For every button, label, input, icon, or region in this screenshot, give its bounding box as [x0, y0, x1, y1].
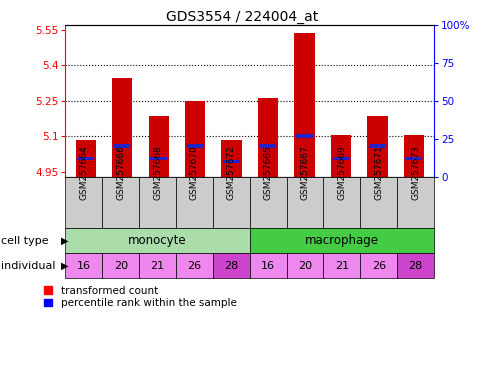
Bar [259, 144, 276, 148]
Bar [150, 157, 166, 161]
Text: GSM257666: GSM257666 [116, 145, 125, 200]
Text: macrophage: macrophage [304, 235, 378, 247]
Bar [221, 140, 241, 177]
Text: 21: 21 [334, 261, 348, 271]
Text: 28: 28 [224, 261, 238, 271]
Text: individual: individual [1, 261, 55, 271]
Text: ▶: ▶ [60, 236, 68, 246]
Bar [368, 144, 385, 148]
Text: 21: 21 [150, 261, 165, 271]
Text: GSM257670: GSM257670 [190, 145, 198, 200]
Bar [112, 78, 132, 177]
Bar [76, 140, 95, 177]
Text: cell type: cell type [1, 236, 48, 246]
Text: 26: 26 [187, 261, 201, 271]
Bar [403, 135, 423, 177]
Bar [330, 135, 350, 177]
Bar [223, 160, 239, 163]
Text: GSM257667: GSM257667 [300, 145, 309, 200]
Text: 20: 20 [297, 261, 312, 271]
Text: GSM257671: GSM257671 [374, 145, 382, 200]
Text: GSM257672: GSM257672 [227, 145, 235, 200]
Text: 16: 16 [77, 261, 91, 271]
Text: 16: 16 [261, 261, 274, 271]
Text: ▶: ▶ [60, 261, 68, 271]
Text: 28: 28 [408, 261, 422, 271]
Legend: transformed count, percentile rank within the sample: transformed count, percentile rank withi… [44, 286, 236, 308]
Text: 20: 20 [113, 261, 128, 271]
Bar [114, 144, 130, 148]
Text: GSM257668: GSM257668 [153, 145, 162, 200]
Bar [184, 101, 205, 177]
Bar [294, 33, 314, 177]
Bar [367, 116, 387, 177]
Bar [148, 116, 168, 177]
Text: 26: 26 [371, 261, 385, 271]
Bar [332, 157, 348, 161]
Bar [77, 157, 93, 161]
Bar [257, 98, 277, 177]
Text: GDS3554 / 224004_at: GDS3554 / 224004_at [166, 10, 318, 23]
Text: monocyte: monocyte [128, 235, 186, 247]
Text: GSM257669: GSM257669 [337, 145, 346, 200]
Text: GSM257665: GSM257665 [263, 145, 272, 200]
Bar [186, 144, 203, 148]
Text: GSM257664: GSM257664 [79, 145, 88, 200]
Text: GSM257673: GSM257673 [410, 145, 419, 200]
Bar [405, 157, 422, 161]
Bar [296, 134, 312, 137]
